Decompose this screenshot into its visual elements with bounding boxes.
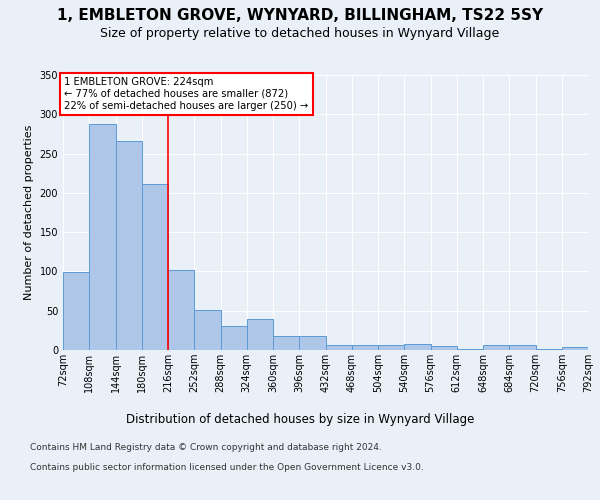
Text: Contains public sector information licensed under the Open Government Licence v3: Contains public sector information licen… [30, 462, 424, 471]
Bar [116, 141, 142, 350]
Bar [536, 349, 562, 350]
Text: Size of property relative to detached houses in Wynyard Village: Size of property relative to detached ho… [100, 28, 500, 40]
Bar [247, 318, 273, 350]
Bar [142, 184, 168, 350]
Bar [89, 124, 116, 350]
Bar [221, 326, 247, 350]
Bar [378, 344, 404, 350]
Bar [404, 344, 431, 350]
Text: 1 EMBLETON GROVE: 224sqm
← 77% of detached houses are smaller (872)
22% of semi-: 1 EMBLETON GROVE: 224sqm ← 77% of detach… [64, 78, 309, 110]
Bar [509, 346, 536, 350]
Bar [562, 347, 588, 350]
Bar [168, 270, 194, 350]
Y-axis label: Number of detached properties: Number of detached properties [24, 125, 34, 300]
Bar [457, 349, 483, 350]
Bar [194, 310, 221, 350]
Text: 1, EMBLETON GROVE, WYNYARD, BILLINGHAM, TS22 5SY: 1, EMBLETON GROVE, WYNYARD, BILLINGHAM, … [57, 8, 543, 22]
Text: Distribution of detached houses by size in Wynyard Village: Distribution of detached houses by size … [126, 412, 474, 426]
Bar [299, 336, 326, 350]
Bar [63, 272, 89, 350]
Bar [483, 346, 509, 350]
Bar [273, 336, 299, 350]
Text: Contains HM Land Registry data © Crown copyright and database right 2024.: Contains HM Land Registry data © Crown c… [30, 442, 382, 452]
Bar [352, 344, 378, 350]
Bar [326, 344, 352, 350]
Bar [431, 346, 457, 350]
